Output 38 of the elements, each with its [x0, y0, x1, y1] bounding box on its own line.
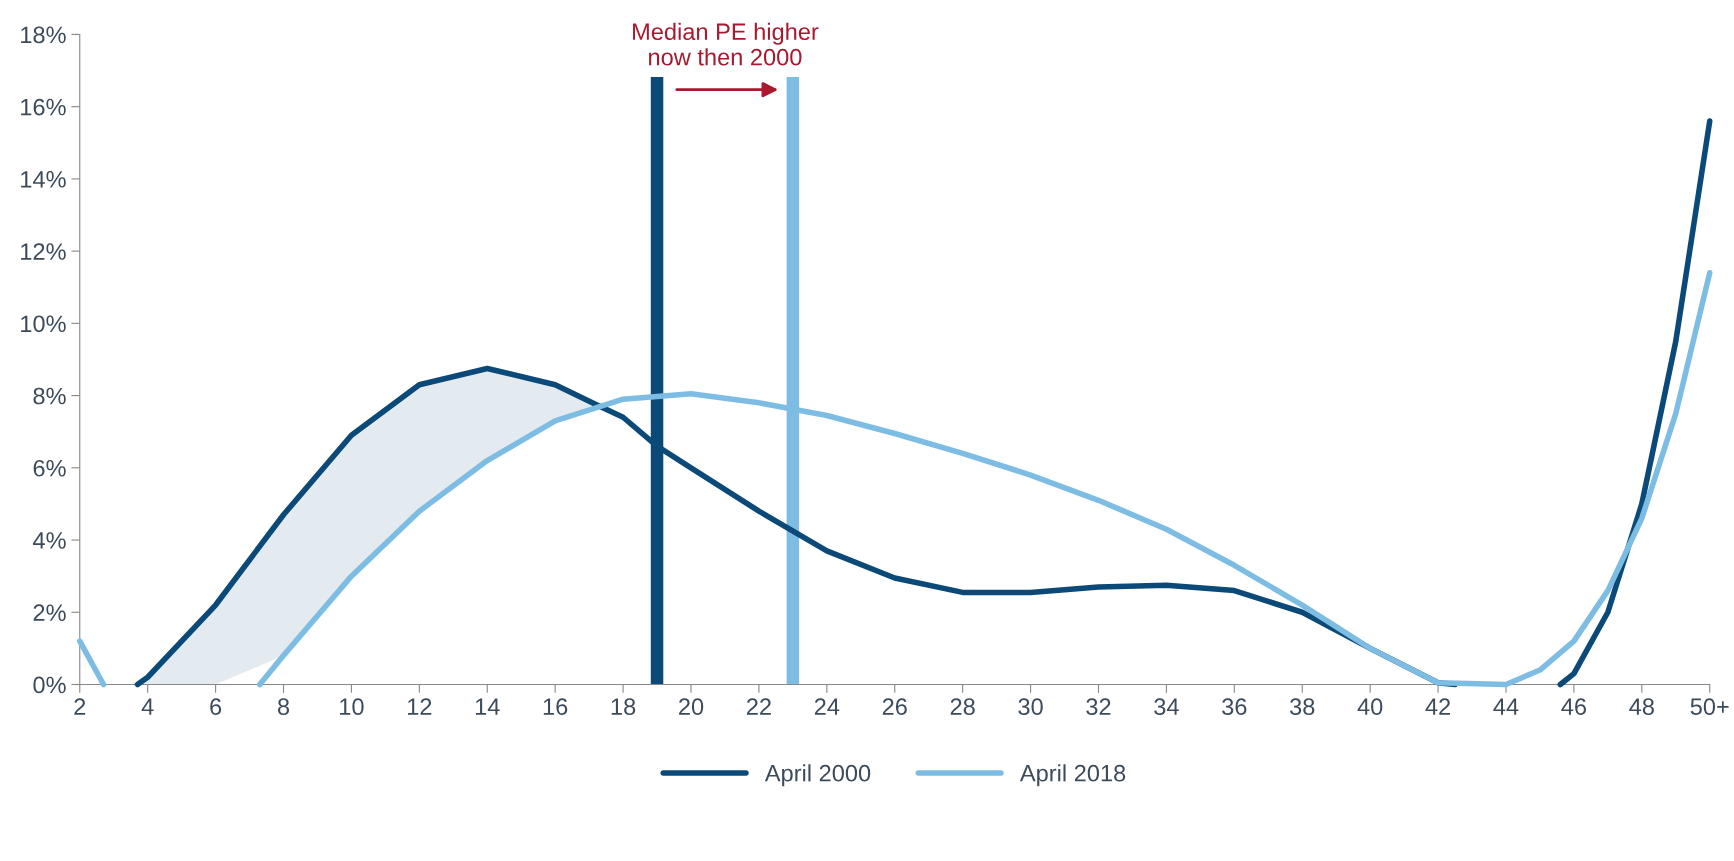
legend-label: April 2018 [1019, 764, 1126, 787]
x-tick-label: 10 [340, 698, 364, 716]
x-tick-label: 36 [1222, 698, 1247, 716]
legend-label: April 2000 [764, 764, 871, 787]
x-tick-label: 32 [1086, 698, 1111, 716]
x-tick-label: 14 [475, 698, 500, 715]
x-tick-label: 30 [1018, 698, 1043, 716]
y-tick-label: 18% [21, 26, 66, 44]
x-tick-label: 6 [210, 698, 222, 716]
x-tick-label: 26 [882, 698, 907, 716]
x-tick-label: 44 [1493, 698, 1519, 715]
annotation: Median PE higher now then 2000 [633, 22, 819, 66]
y-tick-label: 0% [33, 676, 66, 694]
x-tick-label: 22 [746, 698, 771, 715]
x-tick-label: 46 [1561, 698, 1586, 716]
x-tick-label: 16 [543, 698, 568, 716]
x-tick-label: 34 [1154, 698, 1179, 716]
x-tick-label: 42 [1425, 698, 1451, 715]
y-tick-label: 14% [21, 171, 66, 188]
x-tick-label: 2 [74, 698, 86, 715]
y-tick-label: 6% [33, 459, 66, 477]
y-tick-label: 4% [32, 532, 66, 549]
y-tick-label: 8% [33, 387, 66, 405]
y-tick-label: 12% [21, 243, 66, 260]
x-tick-label: 50+ [1690, 698, 1729, 716]
y-tick-label: 16% [21, 98, 66, 116]
x-tick-label: 40 [1357, 698, 1383, 716]
x-tick-label: 38 [1290, 698, 1315, 716]
x-tick-label: 28 [950, 698, 975, 716]
y-tick-label: 2% [33, 604, 66, 621]
x-tick-label: 24 [814, 698, 840, 715]
y-tick-label: 10% [21, 315, 66, 333]
x-tick-label: 4 [141, 698, 154, 715]
x-tick-label: 18 [611, 698, 636, 716]
x-tick-label: 12 [408, 698, 432, 715]
x-tick-label: 8 [277, 698, 290, 716]
x-tick-label: 20 [679, 698, 704, 716]
x-tick-label: 48 [1629, 698, 1654, 716]
